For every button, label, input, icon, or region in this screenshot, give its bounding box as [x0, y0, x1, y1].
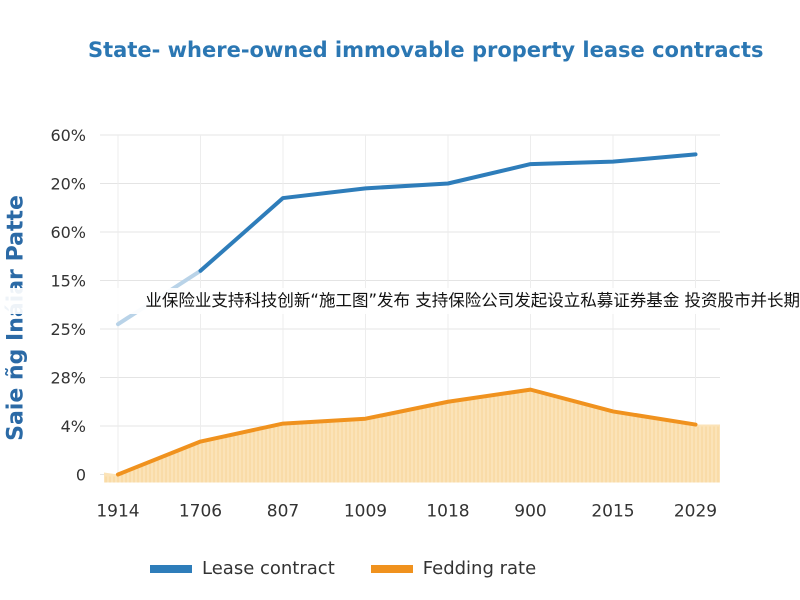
rate-series-line [116, 387, 698, 477]
news-overlay-banner: 业保险业支持科技创新“施工图”发布 支持保险公司发起设立私募证券基金 投资股市并… [0, 288, 800, 314]
x-tick-label: 807 [267, 502, 299, 522]
legend-item-lease-contract: Lease contract [150, 558, 335, 579]
x-tick-label: 900 [514, 502, 546, 522]
y-tick-label: 28% [50, 369, 86, 388]
y-tick-label: 4% [61, 417, 86, 436]
y-tick-label: 60% [50, 223, 86, 242]
legend-label-fedding-rate: Fedding rate [422, 558, 537, 579]
x-tick-label: 1009 [344, 502, 387, 522]
x-tick-label: 1706 [179, 502, 222, 522]
y-axis-label: Saie ñg Ináiar Patte [3, 195, 29, 441]
y-tick-label: 60% [50, 126, 86, 145]
y-tick-label: 20% [50, 175, 86, 194]
legend-swatch-fedding-rate [370, 564, 413, 573]
x-tick-label: 1018 [426, 502, 469, 522]
x-tick-label: 2015 [591, 502, 634, 522]
legend-label-lease-contract: Lease contract [202, 558, 335, 579]
legend-item-fedding-rate: Fedding rate [370, 558, 537, 579]
rate-area-fill [104, 389, 720, 483]
y-tick-label: 0 [76, 466, 86, 485]
x-tick-label: 2029 [674, 502, 717, 522]
y-tick-label: 25% [50, 320, 86, 339]
y-tick-label: 15% [50, 272, 86, 291]
news-overlay-text: 业保险业支持科技创新“施工图”发布 支持保险公司发起设立私募证券基金 投资股市并… [145, 291, 800, 310]
x-tick-label: 1914 [96, 502, 139, 522]
chart-legend: Lease contract Fedding rate [150, 558, 572, 579]
legend-swatch-lease-contract [150, 564, 192, 573]
chart-title: State- where-owned immovable property le… [88, 38, 764, 62]
